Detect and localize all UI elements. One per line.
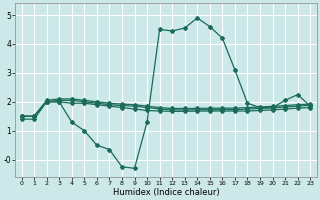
X-axis label: Humidex (Indice chaleur): Humidex (Indice chaleur) [113, 188, 219, 197]
